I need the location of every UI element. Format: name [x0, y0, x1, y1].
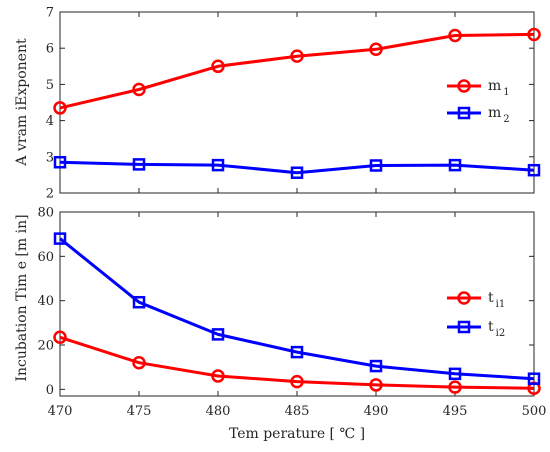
x-tick-label: 495	[443, 404, 468, 419]
x-tick-label: 500	[522, 404, 547, 419]
bottom-y-tick-label: 20	[37, 339, 54, 354]
bottom-series-ti2-point	[290, 345, 304, 359]
bottom-legend-label-ti1: t i1	[488, 290, 505, 310]
top-y-tick-label: 2	[46, 187, 54, 202]
legend-subscript: 2	[503, 114, 509, 125]
bottom-y-axis-label: Incubation Tim e [m in]	[14, 214, 30, 381]
top-series-m2-point	[53, 155, 67, 169]
bottom-legend-marker	[457, 291, 471, 305]
legend-subscript: 1	[503, 87, 509, 98]
bottom-series-ti2-point	[448, 367, 462, 381]
bottom-legend-marker	[457, 320, 471, 334]
bottom-series-ti1-line	[59, 335, 535, 390]
top-legend-marker	[457, 106, 471, 120]
x-tick-label: 480	[206, 404, 231, 419]
top-legend-marker	[457, 79, 471, 93]
bottom-series-ti1-point	[290, 374, 304, 389]
bottom-series-ti2-line	[59, 237, 535, 381]
top-series-m2-line	[59, 160, 535, 175]
bottom-y-tick-label: 0	[46, 383, 54, 398]
top-y-tick-label: 3	[46, 150, 54, 165]
top-series-m2-point	[290, 166, 304, 179]
top-series-m2-point	[527, 163, 541, 177]
top-series-m2-point	[211, 158, 225, 172]
bottom-series-ti1-point	[448, 380, 462, 394]
top-y-tick-label: 4	[46, 114, 54, 129]
bottom-legend-label-ti2: t i2	[488, 319, 505, 339]
bottom-y-tick-label: 40	[37, 294, 54, 309]
top-series-m1-point	[290, 49, 304, 63]
top-series-m2-point	[448, 158, 462, 172]
bottom-series-ti1-point	[132, 355, 146, 370]
top-series-m1-point	[369, 42, 383, 57]
bottom-y-tick-label: 60	[37, 250, 54, 265]
bottom-series-ti1-point	[53, 330, 67, 345]
bottom-series-ti2-point	[53, 232, 67, 245]
top-y-axis-label: A vram iExponent	[14, 38, 30, 167]
bottom-series-ti2-point	[369, 359, 383, 373]
x-tick-label: 490	[364, 404, 389, 419]
top-series-m1-point	[132, 82, 146, 97]
top-y-tick-label: 5	[46, 78, 54, 93]
top-series-m1-point	[527, 27, 541, 42]
bottom-series-ti2-point	[132, 295, 146, 309]
top-y-tick-label: 7	[46, 6, 54, 21]
top-series-m1-point	[53, 101, 67, 115]
bottom-y-tick-label: 80	[37, 206, 54, 221]
x-tick-label: 485	[285, 404, 310, 419]
legend-subscript: i1	[496, 299, 506, 310]
top-series-m2-point	[369, 159, 383, 172]
bottom-series-ti1-point	[211, 369, 225, 383]
top-series-m1-line	[59, 32, 535, 110]
legend-subscript: i2	[496, 328, 506, 339]
bottom-series-ti2-point	[211, 328, 225, 341]
x-tick-label: 470	[48, 404, 73, 419]
x-axis-label: Tem perature [ ℃ ]	[229, 426, 365, 442]
bottom-series-ti2-point	[527, 372, 541, 385]
bottom-series-ti1-point	[369, 378, 383, 392]
top-series-m2-point	[132, 158, 146, 171]
top-y-tick-label: 6	[46, 42, 54, 57]
x-tick-label: 475	[127, 404, 152, 419]
top-series-m1-point	[448, 28, 462, 43]
top-series-m1-point	[211, 59, 225, 74]
